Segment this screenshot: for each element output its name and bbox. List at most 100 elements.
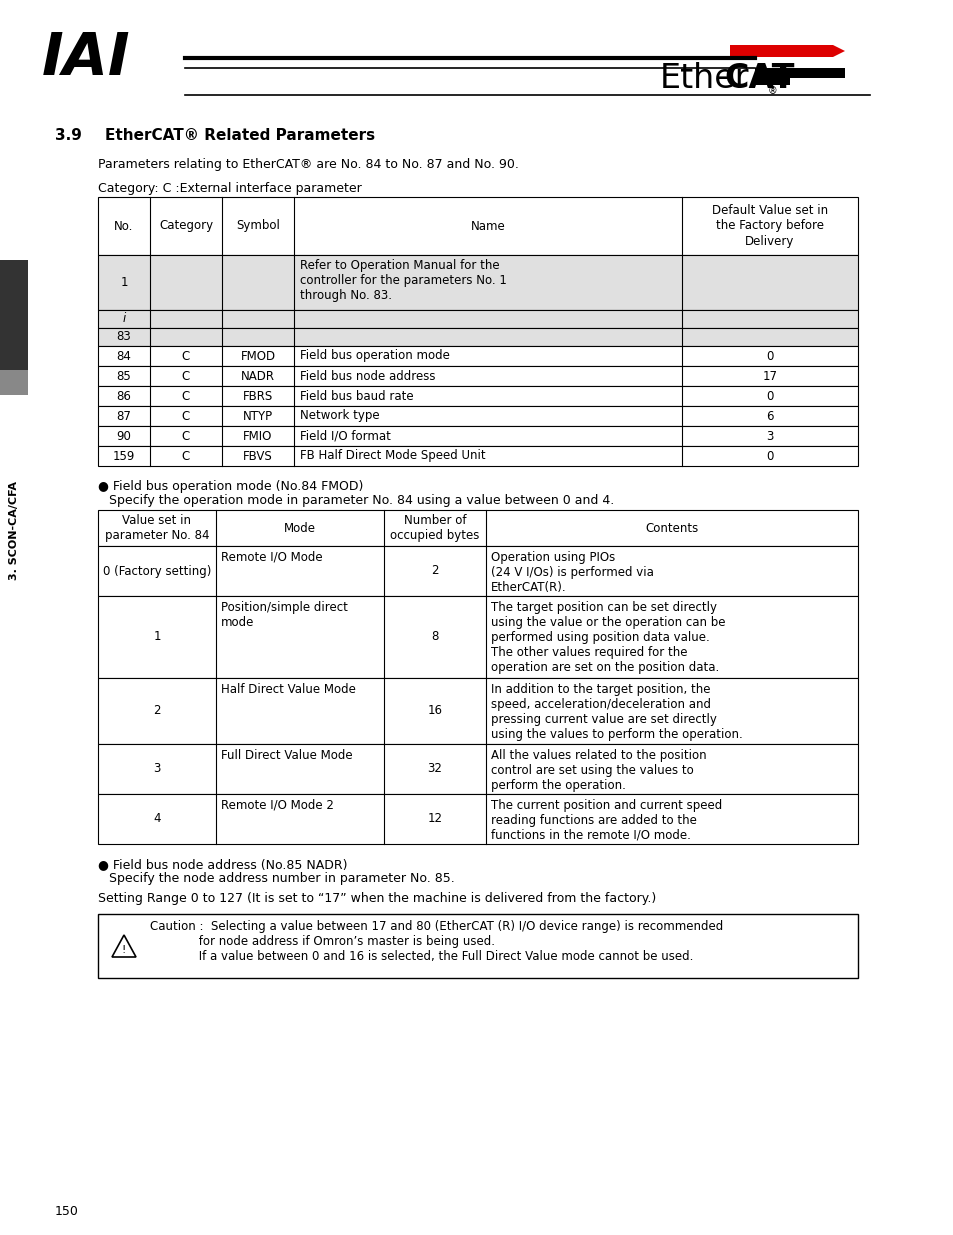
Bar xyxy=(98,198,857,254)
Bar xyxy=(98,743,857,794)
Text: Full Direct Value Mode: Full Direct Value Mode xyxy=(221,748,353,762)
Text: Category: C :External interface parameter: Category: C :External interface paramete… xyxy=(98,182,361,195)
Text: Half Direct Value Mode: Half Direct Value Mode xyxy=(221,683,355,697)
Text: CAT: CAT xyxy=(723,62,794,95)
Text: Parameters relating to EtherCAT® are No. 84 to No. 87 and No. 90.: Parameters relating to EtherCAT® are No.… xyxy=(98,158,518,170)
Text: 3: 3 xyxy=(765,430,773,442)
Text: Category: Category xyxy=(159,220,213,232)
Text: Field bus operation mode: Field bus operation mode xyxy=(299,350,450,363)
Text: !: ! xyxy=(122,945,126,955)
Text: 3. SCON-CA/CFA: 3. SCON-CA/CFA xyxy=(9,480,19,579)
Text: No.: No. xyxy=(114,220,133,232)
Text: 90: 90 xyxy=(116,430,132,442)
Text: Field I/O format: Field I/O format xyxy=(299,430,391,442)
Text: 150: 150 xyxy=(55,1205,79,1218)
Text: Network type: Network type xyxy=(299,410,379,422)
Bar xyxy=(98,446,857,466)
Text: Number of
occupied bytes: Number of occupied bytes xyxy=(390,514,479,542)
Text: ● Field bus node address (No.85 NADR): ● Field bus node address (No.85 NADR) xyxy=(98,858,347,871)
Text: Specify the operation mode in parameter No. 84 using a value between 0 and 4.: Specify the operation mode in parameter … xyxy=(109,494,614,508)
Text: C: C xyxy=(182,450,190,462)
Text: 4: 4 xyxy=(153,813,161,825)
Text: ● Field bus operation mode (No.84 FMOD): ● Field bus operation mode (No.84 FMOD) xyxy=(98,480,363,493)
Bar xyxy=(98,510,857,546)
Text: C: C xyxy=(182,389,190,403)
Text: FBRS: FBRS xyxy=(243,389,273,403)
Text: 17: 17 xyxy=(761,369,777,383)
Text: FMIO: FMIO xyxy=(243,430,273,442)
Text: C: C xyxy=(182,410,190,422)
Text: 87: 87 xyxy=(116,410,132,422)
Text: 85: 85 xyxy=(116,369,132,383)
Bar xyxy=(0,370,28,395)
Bar xyxy=(98,546,857,597)
Text: NTYP: NTYP xyxy=(243,410,273,422)
Text: Field bus baud rate: Field bus baud rate xyxy=(299,389,414,403)
Bar xyxy=(98,794,857,844)
Bar xyxy=(98,678,857,743)
Text: Contents: Contents xyxy=(644,521,698,535)
Text: Symbol: Symbol xyxy=(235,220,279,232)
Bar xyxy=(98,329,857,346)
Bar xyxy=(98,914,857,978)
Text: FMOD: FMOD xyxy=(240,350,275,363)
Text: Specify the node address number in parameter No. 85.: Specify the node address number in param… xyxy=(109,872,455,885)
Text: FBVS: FBVS xyxy=(243,450,273,462)
Bar xyxy=(98,310,857,329)
Text: In addition to the target position, the
speed, acceleration/deceleration and
pre: In addition to the target position, the … xyxy=(491,683,742,741)
Text: Caution :  Selecting a value between 17 and 80 (EtherCAT (R) I/O device range) i: Caution : Selecting a value between 17 a… xyxy=(150,920,722,963)
Bar xyxy=(98,346,857,366)
Text: All the values related to the position
control are set using the values to
perfo: All the values related to the position c… xyxy=(491,748,706,792)
Bar xyxy=(98,254,857,310)
Bar xyxy=(98,406,857,426)
Bar xyxy=(98,366,857,387)
Text: 1: 1 xyxy=(120,275,128,289)
Polygon shape xyxy=(754,68,844,85)
Bar xyxy=(0,261,28,370)
Text: i: i xyxy=(122,312,126,326)
Text: 2: 2 xyxy=(153,704,161,718)
Text: 12: 12 xyxy=(427,813,442,825)
Text: C: C xyxy=(182,430,190,442)
Text: 32: 32 xyxy=(427,762,442,776)
Text: IAI: IAI xyxy=(42,30,131,86)
Text: Mode: Mode xyxy=(284,521,315,535)
Text: Remote I/O Mode: Remote I/O Mode xyxy=(221,551,322,564)
Polygon shape xyxy=(729,44,844,57)
Text: Ether: Ether xyxy=(659,62,749,95)
Text: 159: 159 xyxy=(112,450,135,462)
Text: 6: 6 xyxy=(765,410,773,422)
Text: Field bus node address: Field bus node address xyxy=(299,369,435,383)
Text: C: C xyxy=(182,369,190,383)
Text: Name: Name xyxy=(470,220,505,232)
Text: Remote I/O Mode 2: Remote I/O Mode 2 xyxy=(221,799,334,811)
Text: FB Half Direct Mode Speed Unit: FB Half Direct Mode Speed Unit xyxy=(299,450,485,462)
Text: 83: 83 xyxy=(116,331,132,343)
Text: The target position can be set directly
using the value or the operation can be
: The target position can be set directly … xyxy=(491,601,724,674)
Text: The current position and current speed
reading functions are added to the
functi: The current position and current speed r… xyxy=(491,799,721,842)
Text: ®: ® xyxy=(767,86,777,96)
Text: Operation using PIOs
(24 V I/Os) is performed via
EtherCAT(R).: Operation using PIOs (24 V I/Os) is perf… xyxy=(491,551,653,594)
Bar xyxy=(98,597,857,678)
Text: Refer to Operation Manual for the
controller for the parameters No. 1
through No: Refer to Operation Manual for the contro… xyxy=(299,259,506,303)
Text: 3.9: 3.9 xyxy=(55,128,82,143)
Text: 0: 0 xyxy=(765,450,773,462)
Text: 16: 16 xyxy=(427,704,442,718)
Text: 2: 2 xyxy=(431,564,438,578)
Text: EtherCAT® Related Parameters: EtherCAT® Related Parameters xyxy=(105,128,375,143)
Bar xyxy=(98,426,857,446)
Bar xyxy=(98,387,857,406)
Text: Position/simple direct
mode: Position/simple direct mode xyxy=(221,601,348,629)
Text: 1: 1 xyxy=(153,631,161,643)
Text: NADR: NADR xyxy=(241,369,274,383)
Text: 3: 3 xyxy=(153,762,160,776)
Text: 0: 0 xyxy=(765,350,773,363)
Text: Default Value set in
the Factory before
Delivery: Default Value set in the Factory before … xyxy=(711,205,827,247)
Text: Value set in
parameter No. 84: Value set in parameter No. 84 xyxy=(105,514,209,542)
Text: 0 (Factory setting): 0 (Factory setting) xyxy=(103,564,211,578)
Text: 0: 0 xyxy=(765,389,773,403)
Text: 84: 84 xyxy=(116,350,132,363)
Text: Setting Range 0 to 127 (It is set to “17” when the machine is delivered from the: Setting Range 0 to 127 (It is set to “17… xyxy=(98,892,656,905)
Text: C: C xyxy=(182,350,190,363)
Text: 86: 86 xyxy=(116,389,132,403)
